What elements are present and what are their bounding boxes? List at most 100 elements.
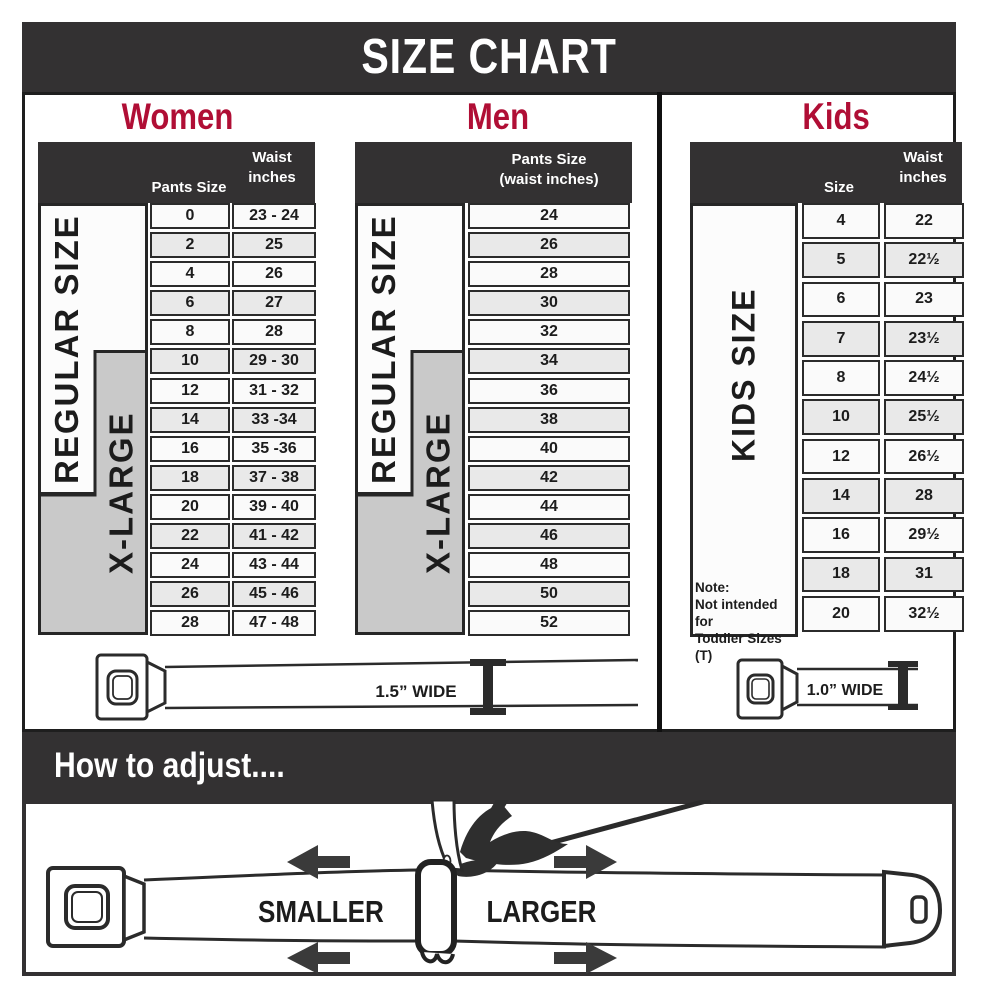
table-cell: 23½ [884,320,964,357]
table-cell: 8 [150,319,230,346]
table-cell: 38 [468,406,630,433]
table-cell: 20 [802,595,880,632]
women-pants-size-header: Pants Size [151,179,227,196]
table-cell: 26½ [884,438,964,475]
table-cell: 31 [884,556,964,593]
arrow-right-icon [554,845,617,974]
men-table-rows: 24 26 28 30 32 34 36 38 40 42 44 46 48 50 52 [468,203,630,637]
how-to-adjust-bar: How to adjust.... [22,732,956,800]
smaller-label: SMALLER [257,894,384,929]
table-cell: 18 [150,464,230,491]
hand-icon [430,794,568,877]
seatbelt-buckle-icon [736,658,799,720]
table-cell: 24 [468,203,630,229]
table-cell: 24 [150,552,230,579]
table-cell: 22½ [884,242,964,278]
title-bar: SIZE CHART [22,22,956,92]
table-cell: 22 [884,203,964,239]
table-cell: 29½ [884,517,964,553]
table-cell: 6 [150,290,230,317]
kids-note: Note: Not intended for Toddler Sizes (T) [695,579,795,664]
table-cell: 25½ [884,399,964,436]
table-cell: 28 [884,477,964,514]
table-cell: 31 - 32 [232,377,316,404]
kids-belt-width-label: 1.0” WIDE [806,682,884,699]
table-cell: 33 -34 [232,406,316,433]
panel-divider [657,92,662,732]
seatbelt-buckle-icon [95,653,167,721]
table-cell: 8 [802,360,880,396]
kids-size-block [690,203,798,637]
table-cell: 18 [802,556,880,593]
table-cell: 26 [150,581,230,608]
table-cell: 27 [232,290,316,317]
table-cell: 44 [468,493,630,520]
table-cell: 39 - 40 [232,493,316,520]
table-cell: 30 [468,290,630,317]
width-measure-icon [888,661,918,710]
table-cell: 34 [468,348,630,375]
kids-waist-header: Waist inches [899,149,947,186]
table-cell: 26 [232,261,316,288]
kids-table-rows: 4 22 5 22½ 6 23 7 23½ 8 24½ 10 25½ 12 26½ 14 28 16 29½ 18 3… [802,203,964,632]
table-cell: 16 [150,435,230,462]
table-cell: 24½ [884,360,964,396]
men-table-header [355,142,632,203]
table-cell: 48 [468,552,630,579]
table-cell: 25 [232,232,316,259]
belt-tip [882,869,943,949]
table-cell: 29 - 30 [232,348,316,375]
table-cell: 28 [468,261,630,288]
table-cell: 47 - 48 [232,610,316,637]
table-cell: 7 [802,320,880,357]
table-cell: 32 [468,319,630,346]
women-xlarge-block [38,350,148,640]
women-table-header [38,142,315,203]
table-cell: 28 [232,319,316,346]
width-measure-icon [470,659,506,715]
women-waist-header: Waist inches [248,149,296,186]
how-to-adjust-heading: How to adjust.... [54,746,285,785]
table-cell: 50 [468,581,630,608]
men-regular-size-label: REGULAR SIZE [365,214,402,484]
table-cell: 23 - 24 [232,203,316,229]
table-cell: 14 [150,406,230,433]
table-cell: 32½ [884,595,964,632]
men-section-heading: Men [466,96,529,137]
table-cell: 45 - 46 [232,581,316,608]
table-cell: 35 -36 [232,435,316,462]
kids-size-label: KIDS SIZE [725,287,762,463]
seatbelt-buckle-icon [46,866,146,948]
table-cell: 52 [468,610,630,637]
table-cell: 4 [802,203,880,239]
women-table-rows: 0 23 - 24 2 25 4 26 6 27 8 28 10 29 - 30 12 31 - 32 14… [150,203,316,637]
table-cell: 26 [468,232,630,259]
table-cell: 6 [802,281,880,318]
table-cell: 23 [884,281,964,318]
arrow-left-icon [287,845,350,974]
table-cell: 43 - 44 [232,552,316,579]
kids-belt-illustration [690,646,940,734]
table-cell: 10 [150,348,230,375]
women-regular-size-label: REGULAR SIZE [48,214,85,484]
table-cell: 20 [150,493,230,520]
table-cell: 0 [150,203,230,229]
table-cell: 41 - 42 [232,523,316,550]
kids-section-heading: Kids [802,96,871,137]
belt-strap [143,868,887,949]
table-cell: 12 [150,377,230,404]
kids-note-title: Note: [695,580,730,595]
table-cell: 16 [802,517,880,553]
table-cell: 46 [468,523,630,550]
table-cell: 10 [802,399,880,436]
table-cell: 2 [150,232,230,259]
belt-strap [164,658,639,710]
table-cell: 36 [468,377,630,404]
men-pants-size-header: Pants Size (waist inches) [499,151,599,188]
men-xlarge-label: X-LARGE [419,411,457,574]
women-xlarge-label: X-LARGE [102,411,140,574]
women-section-heading: Women [121,96,234,137]
belt-adjuster [415,859,457,965]
kids-table-header [690,142,962,203]
